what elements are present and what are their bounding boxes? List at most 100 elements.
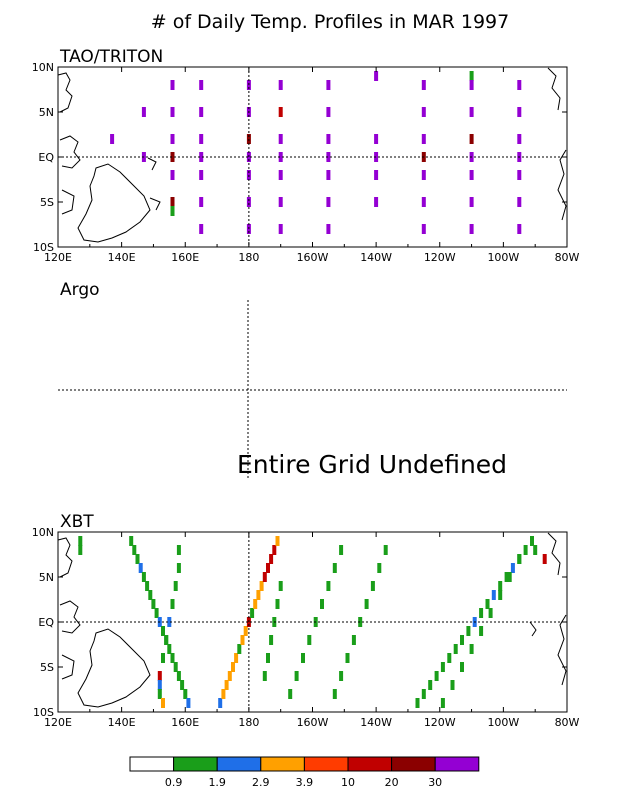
- colorbar-swatch: [129, 756, 175, 772]
- data-cell: [370, 581, 375, 591]
- colorbar-swatch: [260, 756, 305, 772]
- data-cell: [167, 617, 172, 627]
- x-tick-label: 180: [238, 251, 259, 264]
- data-cell: [278, 107, 283, 117]
- data-cell: [246, 197, 251, 207]
- colorbar-label: 0.9: [165, 776, 183, 789]
- data-cell: [199, 152, 204, 162]
- data-cell: [421, 134, 426, 144]
- data-cell: [278, 224, 283, 234]
- colorbar-swatch: [216, 756, 262, 772]
- data-cell: [278, 80, 283, 90]
- data-cell: [374, 197, 379, 207]
- data-cell: [269, 554, 274, 564]
- data-cell: [218, 698, 223, 708]
- x-tick-label: 120E: [44, 251, 72, 264]
- data-cell: [447, 653, 452, 663]
- data-cell: [186, 698, 191, 708]
- data-cell: [364, 599, 369, 609]
- data-cell: [326, 134, 331, 144]
- data-cell: [517, 170, 522, 180]
- data-cell: [199, 170, 204, 180]
- data-cell: [374, 71, 379, 81]
- x-tick-label: 80W: [555, 251, 580, 264]
- data-cell: [469, 224, 474, 234]
- data-cell: [170, 653, 175, 663]
- data-cell: [479, 626, 484, 636]
- data-cell: [170, 80, 175, 90]
- y-tick-label: 5S: [40, 661, 54, 674]
- x-tick-label: 120E: [44, 716, 72, 729]
- x-tick-label: 100W: [487, 716, 519, 729]
- data-cell: [170, 107, 175, 117]
- data-cell: [135, 554, 140, 564]
- data-cell: [78, 536, 83, 546]
- data-cell: [469, 197, 474, 207]
- x-tick-label: 160E: [171, 716, 199, 729]
- data-cell: [170, 170, 175, 180]
- data-cell: [332, 689, 337, 699]
- data-cell: [326, 107, 331, 117]
- data-cell: [301, 653, 305, 663]
- data-cell: [278, 152, 283, 162]
- data-cell: [170, 206, 175, 216]
- data-cell: [266, 653, 270, 663]
- data-cell: [141, 572, 146, 582]
- colorbar: 0.9 1.9 2.9 3.9 10 20 30: [129, 756, 480, 789]
- data-cell: [469, 80, 474, 90]
- x-tick-label: 160W: [297, 251, 329, 264]
- data-cell: [326, 80, 331, 90]
- colorbar-label: 30: [428, 776, 442, 789]
- data-cell: [170, 197, 175, 207]
- data-cell: [227, 671, 232, 681]
- data-cell: [145, 581, 150, 591]
- data-cell: [176, 545, 181, 555]
- data-cell: [469, 644, 474, 654]
- panel-tao-triton-coastlines: [57, 67, 567, 243]
- data-cell: [332, 563, 337, 573]
- data-cell: [183, 689, 188, 699]
- panel-title-xbt: XBT: [60, 512, 94, 532]
- data-cell: [374, 170, 379, 180]
- data-cell: [339, 545, 344, 555]
- y-tick-label: 5S: [40, 196, 54, 209]
- data-cell: [415, 698, 420, 708]
- y-tick-label: EQ: [38, 616, 54, 629]
- y-tick-label: 5N: [39, 106, 54, 119]
- data-cell: [517, 134, 522, 144]
- data-cell: [488, 608, 493, 618]
- data-cell: [358, 617, 363, 627]
- data-cell: [157, 680, 162, 690]
- data-cell: [240, 635, 245, 645]
- data-cell: [326, 170, 331, 180]
- data-cell: [517, 554, 522, 564]
- panel-argo-grid: [58, 300, 567, 480]
- data-cell: [278, 581, 283, 591]
- y-tick-label: 5N: [39, 571, 54, 584]
- data-cell: [129, 536, 134, 546]
- y-tick-label: 10S: [33, 706, 54, 719]
- data-cell: [151, 599, 156, 609]
- data-cell: [469, 134, 474, 144]
- data-cell: [421, 107, 426, 117]
- colorbar-swatch: [434, 756, 480, 772]
- data-cell: [383, 545, 388, 555]
- x-tick-label: 100W: [487, 251, 519, 264]
- data-cell: [231, 662, 235, 672]
- x-tick-label: 140W: [360, 251, 392, 264]
- data-cell: [326, 581, 331, 591]
- data-cell: [421, 170, 426, 180]
- data-cell: [256, 590, 261, 600]
- data-cell: [421, 224, 426, 234]
- data-cell: [434, 671, 439, 681]
- colorbar-label: 2.9: [252, 776, 270, 789]
- x-tick-label: 140E: [108, 716, 136, 729]
- data-cell: [326, 152, 331, 162]
- data-cell: [148, 590, 153, 600]
- colorbar-swatch: [391, 756, 436, 772]
- data-cell: [250, 608, 255, 618]
- argo-undefined-annotation: Entire Grid Undefined: [237, 450, 507, 479]
- data-cell: [161, 653, 165, 663]
- data-cell: [132, 545, 137, 555]
- data-cell: [469, 107, 474, 117]
